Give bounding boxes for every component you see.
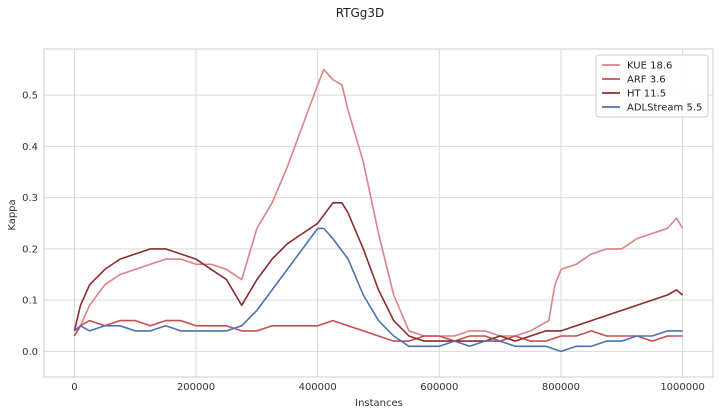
y-tick-label: 0.5 bbox=[22, 91, 38, 102]
y-axis-label: Kappa bbox=[7, 199, 18, 230]
legend-label: KUE 18.6 bbox=[627, 61, 672, 72]
y-tick-label: 0.3 bbox=[22, 193, 38, 204]
x-tick-label: 0 bbox=[71, 382, 77, 393]
series-line-4 bbox=[73, 227, 683, 353]
legend-label: ADLStream 5.5 bbox=[627, 103, 702, 114]
legend-label: HT 11.5 bbox=[627, 89, 666, 100]
y-tick-label: 0.2 bbox=[22, 244, 38, 255]
x-tick-label: 1000000 bbox=[660, 382, 705, 393]
y-axis-ticks: 0.0 0.1 0.2 0.3 0.4 0.5 bbox=[22, 91, 38, 358]
legend-frame bbox=[595, 54, 709, 118]
y-tick-label: 0.4 bbox=[22, 142, 38, 153]
y-tick-label: 0.0 bbox=[22, 347, 38, 358]
chart-title: RTGg3D bbox=[336, 6, 385, 20]
legend: KUE 18.6 ARF 3.6 HT 11.5 ADLStream 5.5 bbox=[595, 54, 709, 118]
series-layer bbox=[73, 68, 684, 353]
y-tick-label: 0.1 bbox=[22, 296, 38, 307]
legend-label: ARF 3.6 bbox=[627, 75, 666, 86]
x-axis-ticks: 0 200000 400000 600000 800000 1000000 bbox=[71, 382, 705, 393]
series-line-1 bbox=[73, 68, 684, 337]
series-line-2 bbox=[73, 319, 683, 342]
x-tick-label: 600000 bbox=[420, 382, 458, 393]
x-axis-label: Instances bbox=[355, 398, 403, 409]
x-tick-label: 800000 bbox=[542, 382, 580, 393]
x-tick-label: 200000 bbox=[177, 382, 215, 393]
x-tick-label: 400000 bbox=[299, 382, 337, 393]
series-line-3 bbox=[73, 202, 684, 342]
plot-frame bbox=[43, 48, 714, 378]
